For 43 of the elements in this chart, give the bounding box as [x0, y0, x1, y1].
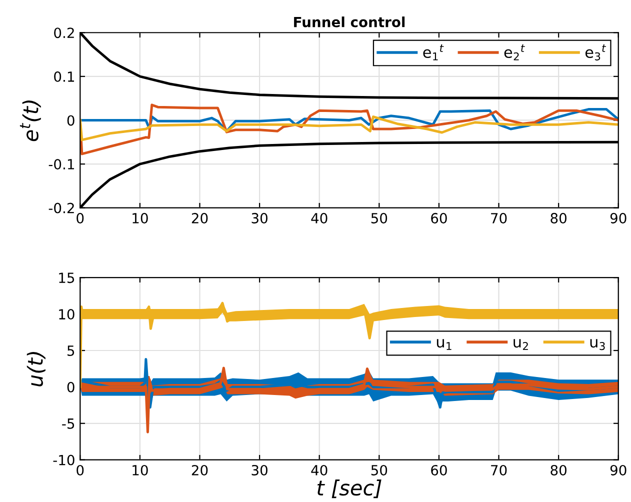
y-tick-label: -0.2 [48, 202, 74, 214]
x-tick-label: 40 [311, 464, 328, 476]
x-tick-label: 80 [550, 212, 566, 224]
x-tick-label: 10 [132, 464, 148, 476]
y-tick-label: 0 [67, 115, 74, 126]
x-tick-label: 20 [192, 212, 208, 224]
y-axis-title: e$^{t}$(t) [20, 100, 41, 142]
x-tick-label: 90 [610, 212, 626, 224]
legend-label: e$_{1}$$^{t}$ [423, 44, 444, 60]
y-tick-label: 10 [59, 309, 74, 320]
x-tick-label: 60 [431, 464, 447, 476]
x-tick-label: 70 [491, 464, 507, 476]
x-tick-label: 50 [371, 464, 388, 476]
y-tick-label: -5 [62, 418, 74, 429]
y-tick-label: 0.1 [54, 71, 74, 82]
legend-label: u$_{3}$ [590, 338, 605, 350]
x-tick-label: 60 [431, 212, 447, 224]
line-series [80, 115, 618, 142]
x-tick-label: 30 [252, 212, 268, 224]
legend-label: u$_{1}$ [436, 338, 452, 350]
legend-label: e$_{2}$$^{t}$ [504, 44, 525, 60]
y-tick-label: 5 [68, 346, 74, 356]
y-tick-label: 0 [67, 382, 74, 392]
x-tick-label: 80 [550, 464, 566, 476]
legend-label: u$_{2}$ [514, 338, 528, 350]
chart-title: Funnel control [294, 16, 405, 28]
x-tick-label: 50 [371, 212, 388, 224]
y-tick-label: 15 [59, 272, 74, 284]
y-axis-title: u(t) [26, 352, 46, 386]
x-axis-title: t [sec] [318, 480, 382, 498]
legend-label: e$_{3}$$^{t}$ [585, 44, 606, 60]
x-tick-label: 0 [76, 464, 84, 476]
line-series [80, 104, 618, 156]
x-tick-label: 20 [192, 464, 208, 476]
x-tick-label: 10 [132, 212, 148, 224]
y-tick-label: -10 [53, 454, 74, 466]
x-tick-label: 70 [491, 212, 507, 224]
x-tick-label: 40 [311, 212, 328, 224]
y-tick-label: -0.1 [48, 158, 74, 170]
x-tick-label: 90 [610, 464, 626, 476]
x-tick-label: 0 [76, 212, 84, 224]
x-tick-label: 30 [252, 464, 268, 476]
y-tick-label: 0.2 [54, 28, 74, 38]
